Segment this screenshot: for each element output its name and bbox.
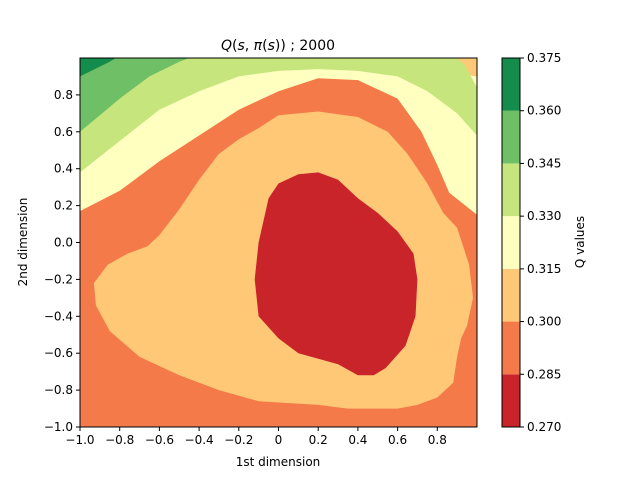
colorbar-tick-label: 0.360 — [527, 104, 561, 118]
colorbar-band-5 — [502, 110, 520, 164]
colorbar-tick-label: 0.300 — [527, 315, 561, 329]
y-tick-label: −0.8 — [44, 383, 73, 397]
x-tick-label: −0.8 — [105, 433, 134, 447]
colorbar-tick-label: 0.270 — [527, 420, 561, 434]
colorbar-band-6 — [502, 58, 520, 111]
contour-region-4 — [80, 58, 477, 173]
colorbar-tick-label: 0.285 — [527, 367, 561, 381]
x-tick-label: −0.4 — [185, 433, 214, 447]
y-tick-label: 0.4 — [54, 162, 73, 176]
colorbar-band-4 — [502, 163, 520, 217]
x-tick-label: 0 — [275, 433, 283, 447]
x-tick-label: −1.0 — [65, 433, 94, 447]
colorbar-frame — [501, 57, 521, 428]
contour-region-5 — [80, 58, 190, 132]
colorbar-ticks: 0.270 0.285 0.300 0.315 0.330 0.345 0.360 0.375 — [520, 51, 561, 434]
contour-region-6 — [80, 58, 116, 77]
colorbar-tick-label: 0.315 — [527, 262, 561, 276]
x-tick-label: 0.6 — [388, 433, 407, 447]
x-axis-ticks: −1.0 −0.8 −0.6 −0.4 −0.2 0 0.2 0.4 0.6 0.8 — [65, 427, 447, 447]
x-axis-label: 1st dimension — [236, 455, 321, 469]
colorbar: 0.270 0.285 0.300 0.315 0.330 0.345 0.360 0.375… — [501, 51, 587, 434]
y-tick-label: 0.2 — [54, 199, 73, 213]
contour-regions — [80, 58, 477, 427]
y-tick-label: −0.4 — [44, 309, 73, 323]
x-tick-label: 0.2 — [309, 433, 328, 447]
contour-region-2 — [254, 172, 418, 376]
colorbar-band-1 — [502, 321, 520, 375]
y-tick-label: −0.2 — [44, 272, 73, 286]
colorbar-band-2 — [502, 268, 520, 322]
colorbar-label: Q values — [573, 216, 587, 268]
y-tick-label: 0.6 — [54, 125, 73, 139]
colorbar-tick-label: 0.375 — [527, 51, 561, 65]
colorbar-band-3 — [502, 216, 520, 269]
colorbar-band-0 — [502, 374, 520, 427]
y-tick-label: −0.6 — [44, 346, 73, 360]
y-axis-label: 2nd dimension — [16, 198, 30, 287]
y-tick-label: 0.8 — [54, 88, 73, 102]
x-tick-label: −0.2 — [224, 433, 253, 447]
x-tick-label: 0.4 — [348, 433, 367, 447]
y-tick-label: −1.0 — [44, 420, 73, 434]
chart-title: Q(s, π(s)) ; 2000 — [221, 38, 335, 54]
colorbar-tick-label: 0.330 — [527, 209, 561, 223]
colorbar-tick-label: 0.345 — [527, 156, 561, 170]
y-axis-ticks: −1.0 −0.8 −0.6 −0.4 −0.2 0.0 0.2 0.4 0.6 0.8 — [44, 88, 80, 434]
x-tick-label: −0.6 — [145, 433, 174, 447]
x-tick-label: 0.8 — [428, 433, 447, 447]
colorbar-bands — [502, 58, 520, 427]
y-tick-label: 0.0 — [54, 236, 73, 250]
